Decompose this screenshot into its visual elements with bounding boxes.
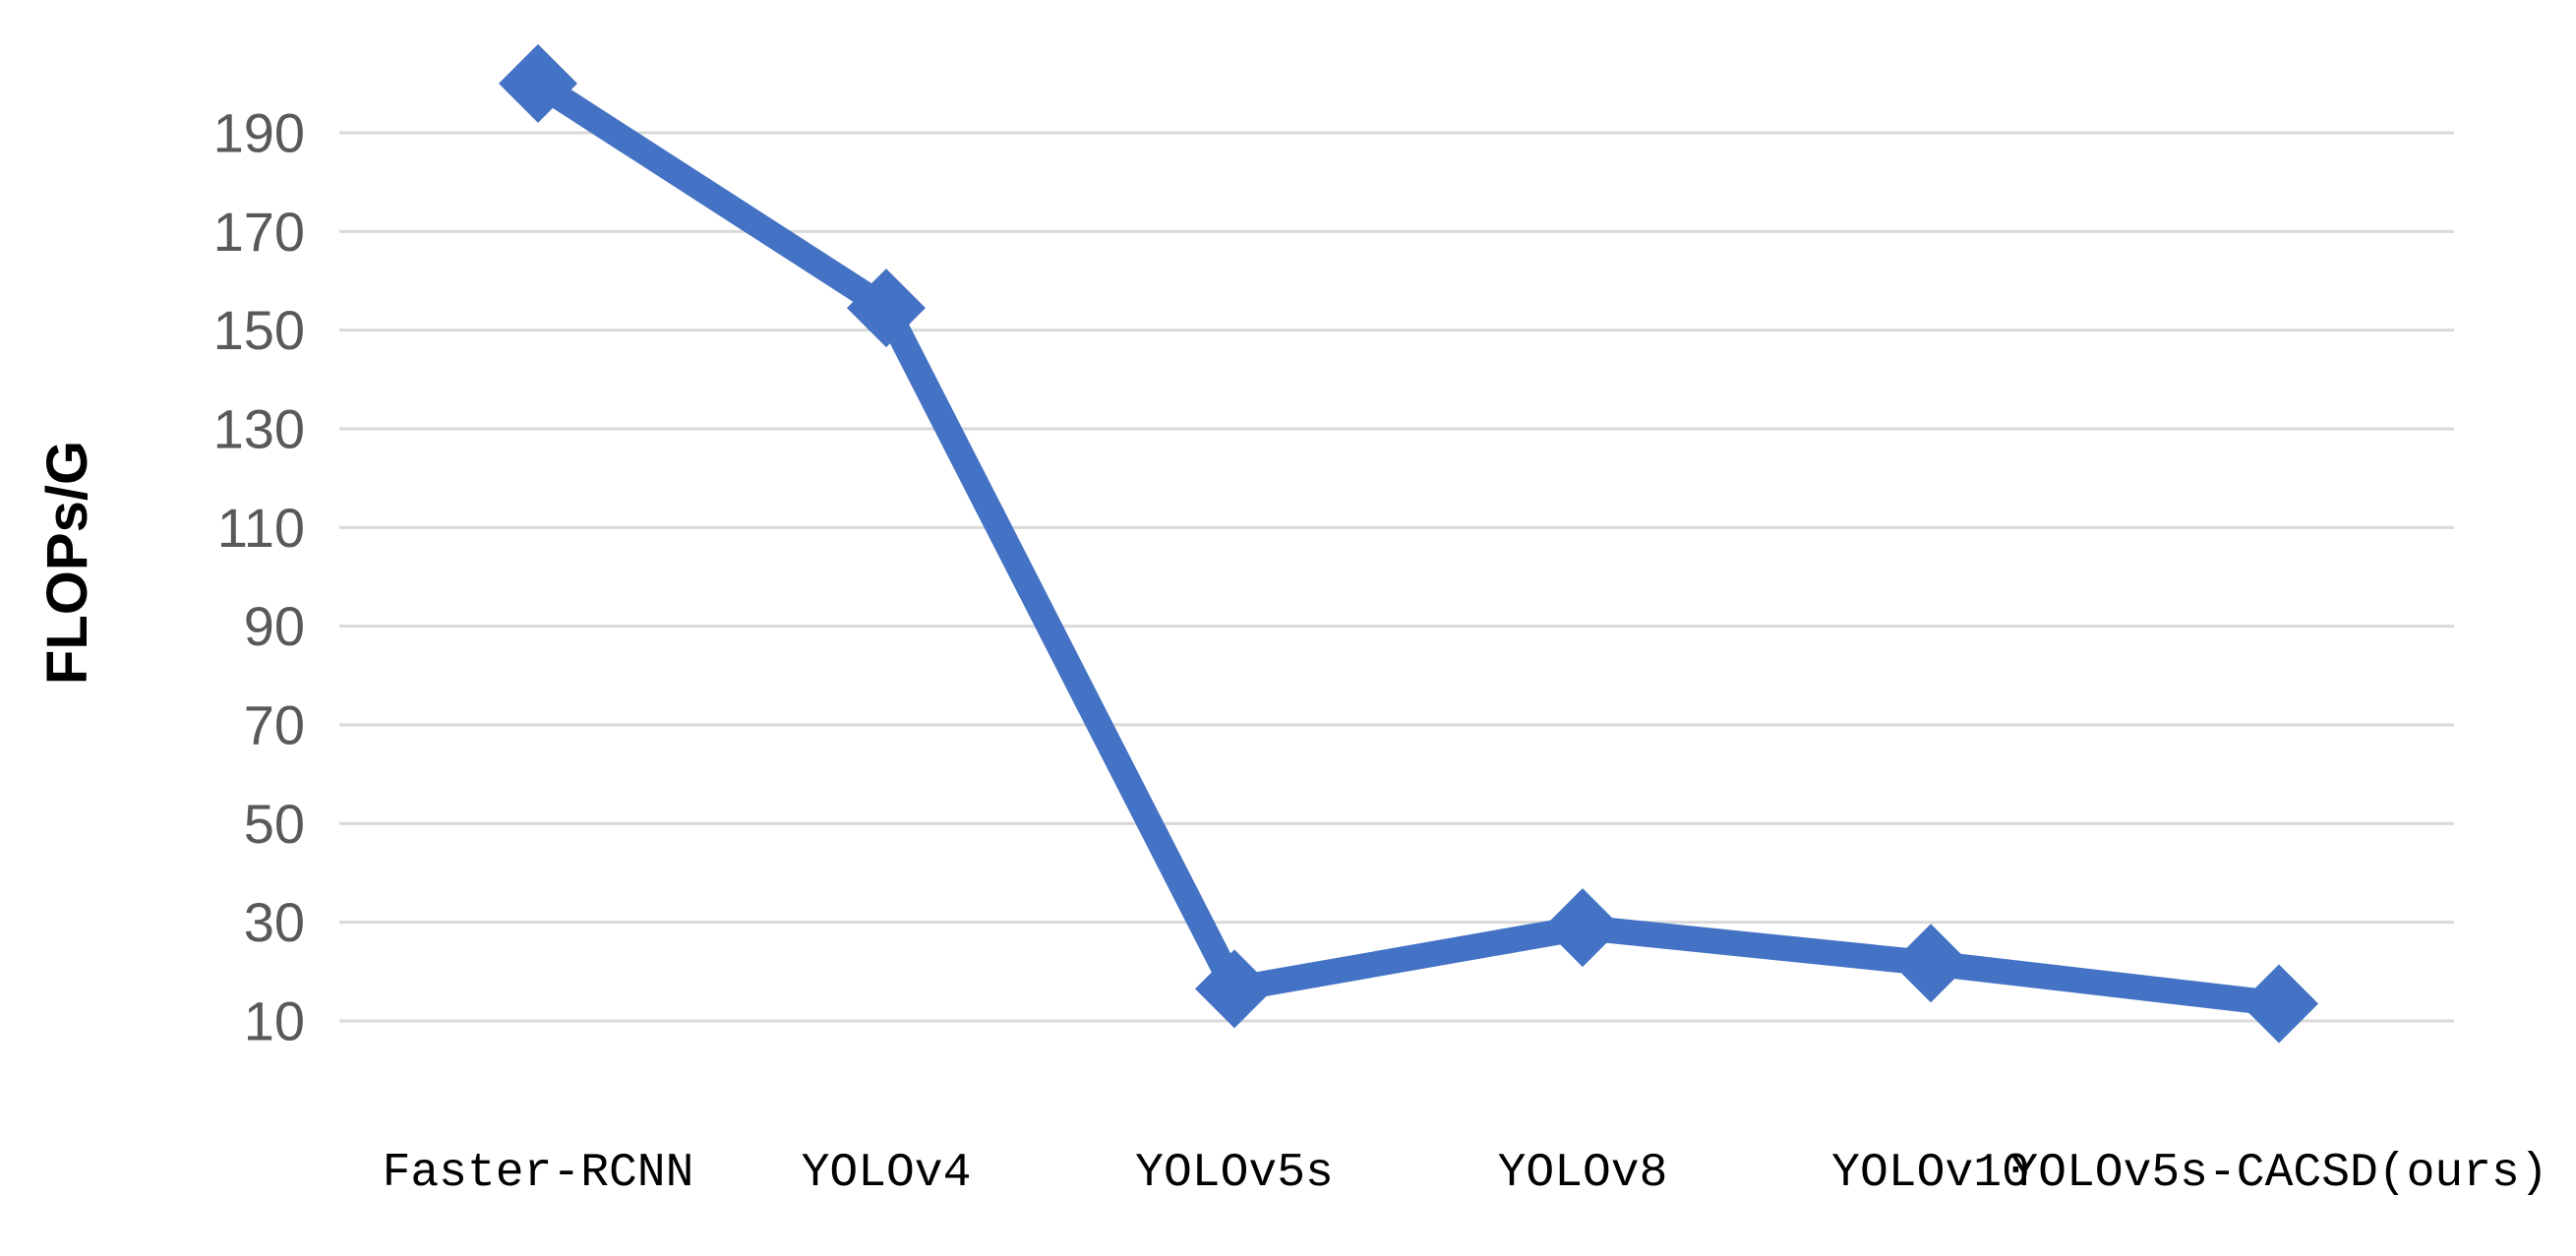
y-tick-label: 10: [244, 990, 305, 1052]
data-point-marker: [1891, 924, 1970, 1003]
data-point-marker: [847, 269, 926, 348]
x-tick-label: Faster-RCNN: [383, 1147, 694, 1200]
series-line: [525, 70, 2292, 1017]
y-tick-label: 70: [244, 694, 305, 756]
y-tick-label: 170: [213, 201, 305, 263]
y-axis-label: FLOPs/G: [35, 441, 99, 685]
x-tick-label: YOLOv5s-CACSD(ours): [2009, 1147, 2547, 1200]
data-point-marker: [1195, 949, 1274, 1029]
x-axis-ticks: Faster-RCNN YOLOv4 YOLOv5s YOLOv8 YOLOv10YOL…: [383, 1147, 2548, 1200]
x-tick-label: YOLOv5s: [1135, 1147, 1334, 1200]
y-tick-label: 30: [244, 891, 305, 953]
data-point-marker: [499, 43, 577, 123]
y-tick-label: 90: [244, 595, 305, 657]
y-axis-ticks: 10 30 50 70 90 110 130 150 170 190: [213, 102, 305, 1052]
gridlines: [339, 131, 2454, 1023]
y-tick-label: 50: [244, 793, 305, 855]
data-point-marker: [1543, 888, 1622, 968]
x-tick-label: YOLOv4: [802, 1147, 972, 1200]
y-tick-label: 190: [213, 102, 305, 164]
y-tick-label: 130: [213, 398, 305, 460]
series-layer: [499, 43, 2318, 1044]
data-point-marker: [2240, 964, 2318, 1044]
x-tick-label: YOLOv10: [1831, 1147, 2030, 1200]
x-tick-label: YOLOv8: [1498, 1147, 1668, 1200]
y-tick-label: 150: [213, 299, 305, 361]
y-tick-label: 110: [217, 497, 305, 559]
